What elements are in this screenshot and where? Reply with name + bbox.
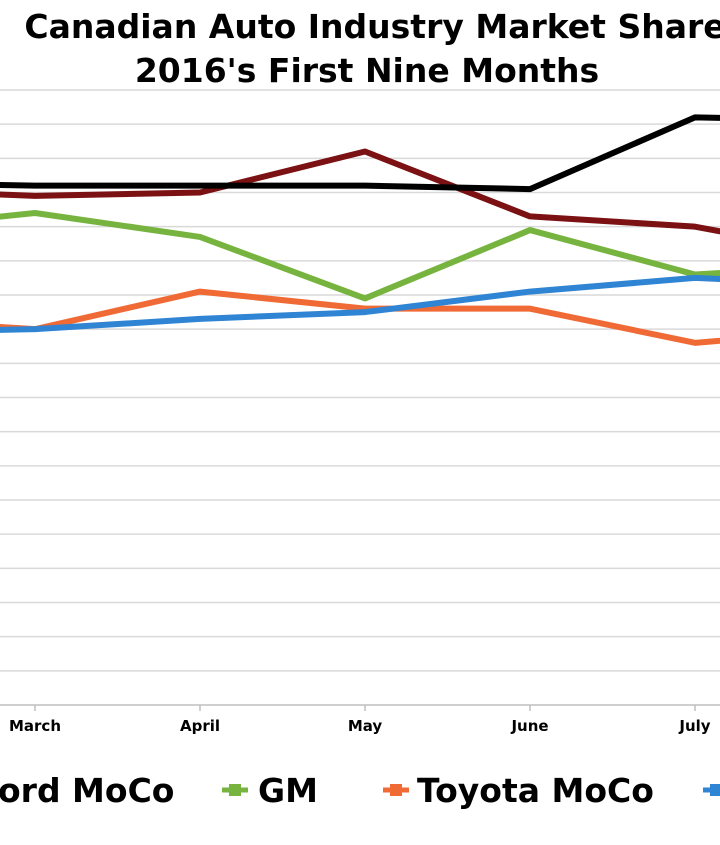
- legend-marker-2: [390, 784, 402, 796]
- gridlines: [0, 89, 720, 706]
- chart-title: Canadian Auto Industry Market Share: [24, 7, 720, 46]
- legend: ord MoCo GM Toyota MoCo: [0, 771, 720, 810]
- legend-label-0: ord MoCo: [0, 771, 174, 810]
- x-tick-label: June: [510, 717, 548, 735]
- chart-subtitle: 2016's First Nine Months: [135, 51, 599, 90]
- legend-marker-1: [229, 784, 241, 796]
- series-line-0: [0, 148, 720, 235]
- x-tick-label: April: [180, 717, 220, 735]
- series-line-4: [0, 114, 720, 193]
- legend-marker-3: [710, 784, 720, 796]
- x-tick-label: July: [678, 717, 710, 735]
- x-axis-ticks: March April May June July: [9, 705, 711, 735]
- series-lines: [0, 114, 720, 346]
- series-line-3: [0, 274, 720, 333]
- x-tick-label: March: [9, 717, 61, 735]
- series-line-1: [0, 210, 720, 302]
- x-tick-label: May: [348, 717, 383, 735]
- legend-label-1: GM: [258, 771, 318, 810]
- legend-label-2: Toyota MoCo: [417, 771, 654, 810]
